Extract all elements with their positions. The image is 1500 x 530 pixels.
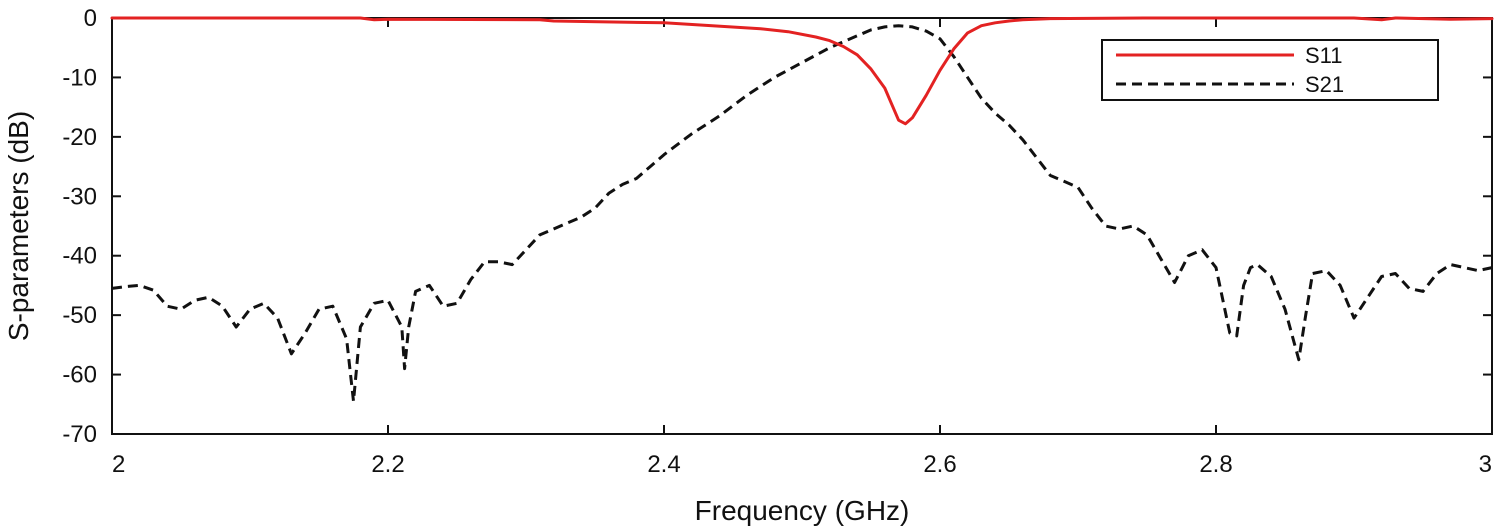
series-line-s11	[110, 16, 1494, 126]
y-tick-label: -40	[62, 243, 97, 270]
x-tick-label: 2.2	[371, 451, 404, 478]
ticks-layer: 2 2.2 2.4 2.6 2.8 3 0 -10 -20 -30 -40 -50 -60 -70	[62, 5, 1493, 478]
y-tick-label: 0	[84, 5, 97, 32]
y-axis-label: S-parameters (dB)	[3, 111, 34, 341]
y-tick-label: -20	[62, 124, 97, 151]
legend-s21-label: S21	[1305, 72, 1344, 97]
series-line-s21	[111, 24, 1493, 403]
x-axis-label: Frequency (GHz)	[695, 495, 910, 526]
legend-s11-label: S11	[1305, 43, 1343, 68]
legend-box	[1101, 39, 1439, 101]
y-tick-label: -50	[62, 302, 97, 329]
x-tick-label: 2	[112, 451, 125, 478]
x-tick-label: 3	[1479, 451, 1492, 478]
y-tick-label: -60	[62, 362, 97, 389]
series-layer	[110, 16, 1494, 403]
x-tick-label: 2.4	[647, 451, 680, 478]
x-tick-label: 2.6	[923, 451, 956, 478]
x-tick-label: 2.8	[1199, 451, 1232, 478]
y-tick-label: -10	[62, 64, 97, 91]
legend: S11 S21	[1101, 39, 1439, 101]
y-tick-label: -70	[62, 421, 97, 448]
y-tick-label: -30	[62, 183, 97, 210]
